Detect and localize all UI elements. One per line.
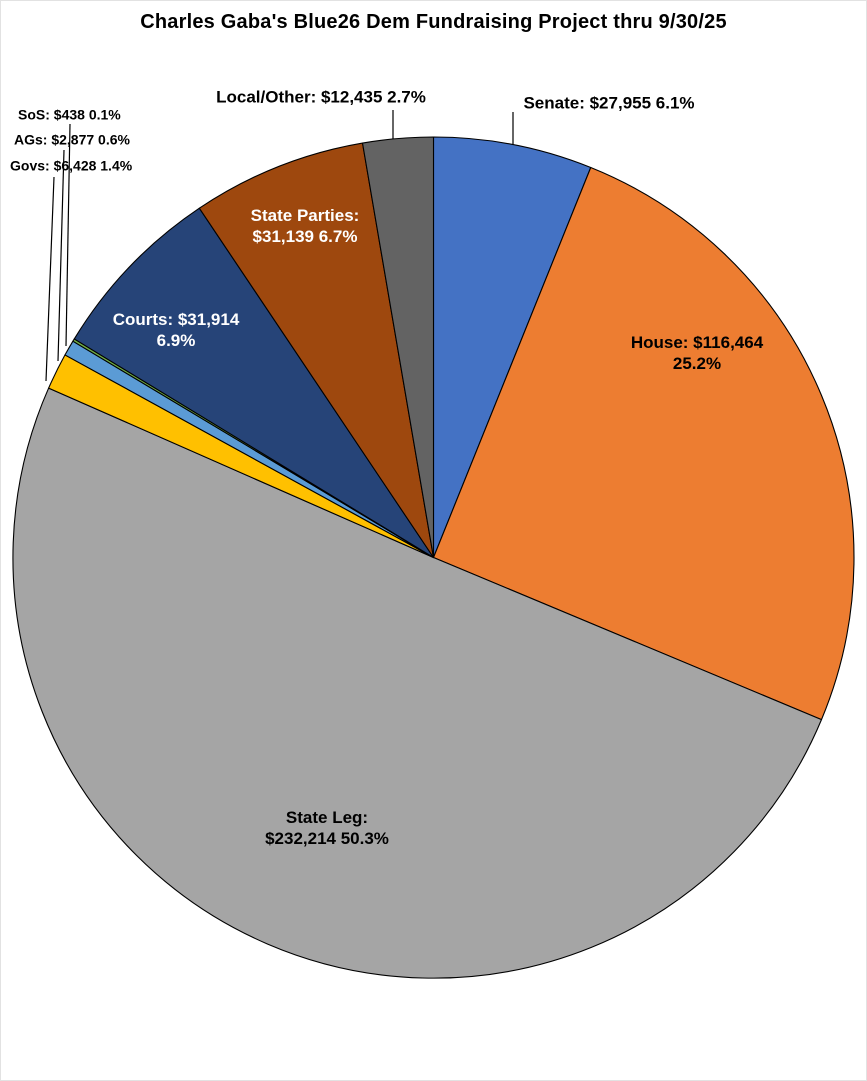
pie-slice-state-parties <box>198 142 435 559</box>
leader-line-ags <box>57 149 65 362</box>
pie-slice-state-leg <box>12 387 823 979</box>
slice-label-house: House: $116,464 25.2% <box>631 332 763 374</box>
slice-label-house-line2: 25.2% <box>672 354 722 373</box>
leader-line-sos <box>65 123 71 347</box>
slice-label-state-leg: State Leg: $232,214 50.3% <box>265 807 389 849</box>
slice-label-house-line1: House: $116,464 <box>630 333 764 352</box>
slice-label-state-parties: State Parties: $31,139 6.7% <box>251 205 360 247</box>
pie-slices <box>12 136 855 979</box>
slice-label-ags: AGs: $2,877 0.6% <box>14 131 130 148</box>
slice-label-local-other: Local/Other: $12,435 2.7% <box>216 87 426 107</box>
pie-slice-local-other <box>361 136 435 559</box>
slice-label-govs: Govs: $6,428 1.4% <box>10 157 133 174</box>
slice-label-state-leg-line1: State Leg: <box>285 808 369 827</box>
chart-title: Charles Gaba's Blue26 Dem Fundraising Pr… <box>140 11 727 33</box>
slice-label-state-parties-line1: State Parties: <box>250 206 360 225</box>
slice-label-senate: Senate: $27,955 6.1% <box>523 93 695 113</box>
slice-label-state-leg-line2: $232,214 50.3% <box>265 829 389 848</box>
leader-line-govs <box>45 176 55 382</box>
pie-slice-house <box>432 166 855 721</box>
leader-lines <box>45 110 514 382</box>
slice-label-sos: SoS: $438 0.1% <box>18 106 121 123</box>
slice-label-state-parties-line2: $31,139 6.7% <box>252 227 358 246</box>
slice-label-courts-line2: 6.9% <box>156 331 196 350</box>
slice-label-courts: Courts: $31,914 6.9% <box>113 309 240 351</box>
slice-label-courts-line1: Courts: $31,914 <box>112 310 240 329</box>
pie-slice-courts <box>73 207 435 559</box>
